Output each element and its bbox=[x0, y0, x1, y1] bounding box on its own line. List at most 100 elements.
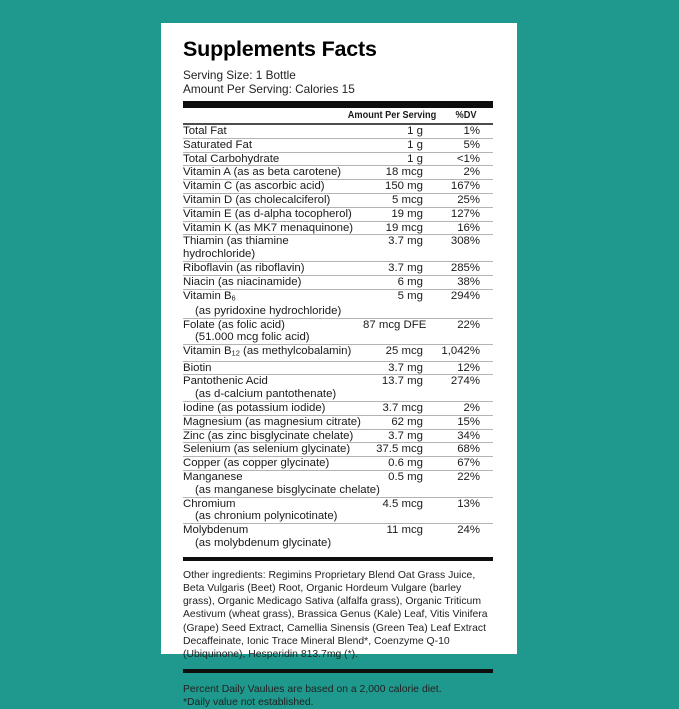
table-column-headers: Amount Per Serving %DV bbox=[183, 108, 493, 125]
nutrient-row: Total Carbohydrate 1 g <1% bbox=[183, 153, 493, 167]
nutrient-row: Saturated Fat 1 g 5% bbox=[183, 139, 493, 153]
nutrient-row: Vitamin B12 (as methylcobalamin) 25 mcg 1,… bbox=[183, 345, 493, 362]
nutrient-row: Vitamin C (as ascorbic acid) 150 mg 167% bbox=[183, 180, 493, 194]
footnotes: Percent Daily Vaulues are based on a 2,0… bbox=[183, 683, 493, 709]
nutrient-name: Vitamin K (as MK7 menaquinone) bbox=[183, 221, 354, 234]
nutrient-row: Pantothenic Acid 13.7 mg 274% (as d-calcium… bbox=[183, 375, 493, 402]
page-background: { "colors": { "page_background": "#1f998… bbox=[161, 23, 517, 709]
nutrient-name-line2: (as d-calcium pantothenate) bbox=[195, 388, 337, 401]
nutrient-row: Niacin (as niacinamide) 6 mg 38% bbox=[183, 276, 493, 290]
thick-divider-bottom bbox=[183, 669, 493, 674]
nutrient-name: Vitamin A (as as beta carotene) bbox=[183, 166, 342, 179]
nutrient-dv: 274% bbox=[450, 375, 480, 388]
nutrient-dv: 308% bbox=[450, 235, 480, 248]
nutrient-dv: 1,042% bbox=[441, 345, 480, 358]
nutrient-amount: 37.5 mcg bbox=[376, 443, 423, 456]
nutrient-name: Copper (as copper glycinate) bbox=[183, 457, 330, 470]
nutrient-amount: 13.7 mg bbox=[381, 375, 423, 388]
nutrient-name: Pantothenic Acid bbox=[183, 375, 268, 388]
nutrient-dv: 167% bbox=[450, 180, 480, 193]
nutrient-dv: 16% bbox=[457, 221, 480, 234]
nutrient-row: Total Fat 1 g 1% bbox=[183, 125, 493, 139]
nutrient-row: Thiamin (as thiamine hydrochloride) 3.7 m… bbox=[183, 235, 493, 262]
calories-line: Amount Per Serving: Calories 15 bbox=[183, 82, 355, 96]
serving-size-line: Serving Size: 1 Bottle bbox=[183, 68, 296, 82]
nutrient-name: Vitamin B12 (as methylcobalamin) bbox=[183, 345, 352, 358]
nutrient-name-subscript: 6 bbox=[231, 293, 236, 303]
nutrient-name: Folate (as folic acid) bbox=[183, 318, 285, 331]
nutrient-dv: 25% bbox=[457, 193, 480, 206]
nutrient-name-line2: (51.000 mcg folic acid) bbox=[195, 331, 310, 344]
nutrient-name: Zinc (as zinc bisglycinate chelate) bbox=[183, 429, 354, 442]
nutrient-amount: 1 g bbox=[407, 138, 423, 151]
nutrient-name-line2: (as molybdenum glycinate) bbox=[195, 536, 332, 549]
nutrient-name: Selenium (as selenium glycinate) bbox=[183, 443, 351, 456]
nutrient-row: Vitamin B6 5 mg 294% (as pyridoxine hydroch… bbox=[183, 290, 493, 319]
nutrient-dv: 24% bbox=[457, 524, 480, 537]
nutrient-amount: 150 mg bbox=[385, 180, 423, 193]
nutrient-name: Vitamin E (as d-alpha tocopherol) bbox=[183, 207, 352, 220]
nutrient-name: Total Carbohydrate bbox=[183, 152, 280, 165]
nutrient-rows: Total Fat 1 g 1% Saturated Fat 1 g 5% Total Ca… bbox=[183, 125, 493, 550]
other-ingredients: Other ingredients: Regimins Proprietary … bbox=[183, 569, 488, 660]
nutrient-name: Manganese bbox=[183, 470, 243, 483]
nutrient-amount: 6 mg bbox=[397, 275, 423, 288]
nutrient-row: Copper (as copper glycinate) 0.6 mg 67% bbox=[183, 457, 493, 471]
footnote-daily-values: Percent Daily Vaulues are based on a 2,0… bbox=[183, 684, 442, 696]
nutrient-amount: 3.7 mg bbox=[388, 235, 423, 248]
nutrient-dv: 67% bbox=[457, 457, 480, 470]
nutrient-amount: 11 mcg bbox=[386, 524, 423, 537]
footnote-not-established: *Daily value not established. bbox=[183, 697, 314, 709]
nutrient-dv: 15% bbox=[457, 415, 480, 428]
thick-divider-top bbox=[183, 101, 493, 108]
nutrient-row: Vitamin D (as cholecalciferol) 5 mcg 25% bbox=[183, 194, 493, 208]
nutrient-amount: 3.7 mcg bbox=[382, 401, 423, 414]
nutrient-dv: 34% bbox=[457, 429, 480, 442]
column-header-dv: %DV bbox=[455, 110, 477, 121]
nutrient-row: Iodine (as potassium iodide) 3.7 mcg 2% bbox=[183, 402, 493, 416]
nutrient-amount: 0.5 mg bbox=[388, 470, 423, 483]
nutrient-row: Folate (as folic acid) 87 mcg DFE 22% (51.0… bbox=[183, 319, 493, 346]
nutrient-amount: 4.5 mcg bbox=[382, 497, 423, 510]
nutrient-name: Vitamin D (as cholecalciferol) bbox=[183, 193, 331, 206]
nutrient-amount: 62 mg bbox=[391, 415, 423, 428]
nutrient-dv: 68% bbox=[457, 443, 480, 456]
nutrient-row: Manganese 0.5 mg 22% (as manganese bisglyci… bbox=[183, 471, 493, 498]
nutrient-dv: 127% bbox=[450, 207, 480, 220]
nutrient-dv: 2% bbox=[463, 166, 480, 179]
nutrient-name-line2: (as manganese bisglycinate chelate) bbox=[195, 483, 380, 496]
nutrient-dv: 22% bbox=[457, 470, 480, 483]
nutrient-name: Saturated Fat bbox=[183, 138, 253, 151]
thick-divider-middle bbox=[183, 556, 493, 561]
nutrient-dv: 5% bbox=[463, 138, 480, 151]
nutrient-amount: 1 g bbox=[407, 125, 423, 137]
nutrient-row: Vitamin A (as as beta carotene) 18 mcg 2% bbox=[183, 166, 493, 181]
nutrient-name: Molybdenum bbox=[183, 524, 249, 537]
nutrient-name: Vitamin C (as ascorbic acid) bbox=[183, 180, 325, 193]
nutrient-row: Vitamin K (as MK7 menaquinone) 19 mcg 16% bbox=[183, 222, 493, 236]
nutrient-row: Selenium (as selenium glycinate) 37.5 mcg… bbox=[183, 443, 493, 458]
nutrient-amount: 0.6 mg bbox=[388, 457, 423, 470]
nutrient-name-line2: (as pyridoxine hydrochloride) bbox=[195, 304, 342, 317]
nutrient-name: Magnesium (as magnesium citrate) bbox=[183, 415, 361, 428]
nutrient-row: Biotin 3.7 mg 12% bbox=[183, 362, 493, 376]
nutrient-dv: 13% bbox=[457, 497, 480, 510]
nutrient-name: Biotin bbox=[183, 361, 212, 374]
nutrient-name-line2: (as chronium polynicotinate) bbox=[195, 510, 338, 523]
nutrient-dv: 12% bbox=[457, 361, 480, 374]
nutrient-name: Total Fat bbox=[183, 125, 227, 137]
nutrient-dv: 1% bbox=[463, 125, 480, 137]
nutrient-amount: 3.7 mg bbox=[388, 361, 423, 374]
nutrient-name-subscript: 12 bbox=[231, 348, 240, 358]
nutrient-row: Molybdenum 11 mcg 24% (as molybdenum glycin… bbox=[183, 524, 493, 550]
nutrient-amount: 19 mg bbox=[391, 207, 423, 220]
nutrient-dv: 38% bbox=[457, 275, 480, 288]
nutrient-amount: 87 mcg DFE bbox=[363, 318, 427, 331]
label-title: Supplements Facts bbox=[183, 37, 377, 61]
nutrient-amount: 1 g bbox=[407, 152, 423, 165]
column-header-amount: Amount Per Serving bbox=[347, 110, 437, 121]
nutrient-dv: <1% bbox=[456, 152, 480, 165]
nutrient-row: Zinc (as zinc bisglycinate chelate) 3.7 m… bbox=[183, 430, 493, 444]
nutrient-row: Vitamin E (as d-alpha tocopherol) 19 mg 12… bbox=[183, 208, 493, 222]
nutrient-name: Chromium bbox=[183, 497, 236, 510]
